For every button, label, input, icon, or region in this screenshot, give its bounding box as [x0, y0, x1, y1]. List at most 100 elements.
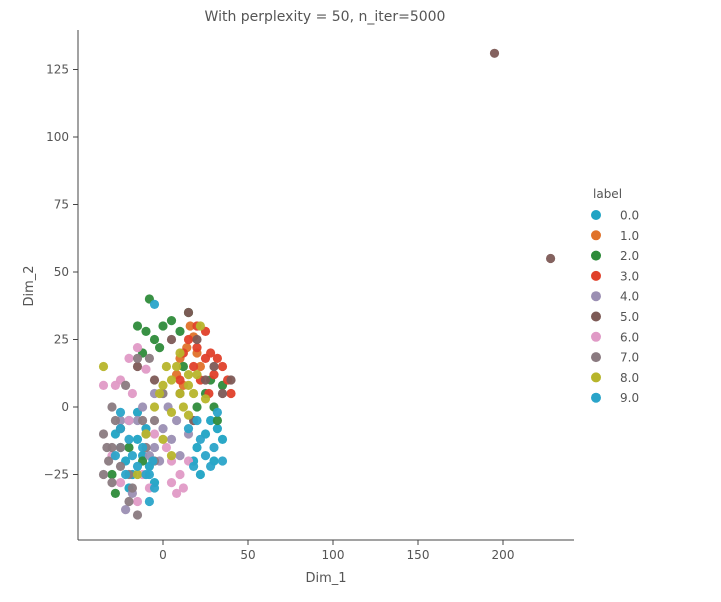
scatter-point-label-2-0: [178, 361, 188, 372]
y-tick-label: 75: [54, 198, 69, 212]
scatter-point-label-6-0: [149, 429, 160, 439]
scatter-point-label-9-0: [138, 442, 148, 453]
scatter-point-label-2-0: [141, 326, 151, 336]
x-tick-label: 50: [240, 548, 255, 562]
scatter-point-label-6-0: [175, 469, 185, 480]
legend-entry-label: 1.0: [620, 229, 639, 243]
scatter-point-label-2-0: [192, 402, 202, 412]
scatter-point-label-9-0: [148, 456, 158, 466]
scatter-point-label-7-0: [104, 456, 114, 466]
scatter-point-label-7-0: [115, 461, 126, 471]
scatter-point-label-9-0: [144, 496, 154, 507]
scatter-point-label-6-0: [166, 478, 177, 488]
scatter-point-label-7-0: [102, 442, 112, 453]
legend-marker: [591, 230, 601, 241]
legend-entry-label: 4.0: [620, 290, 639, 304]
legend-entry-label: 9.0: [620, 391, 639, 405]
scatter-point-label-0-0: [192, 442, 202, 453]
scatter-point-label-4-0: [175, 451, 185, 461]
scatter-point-label-6-0: [132, 496, 143, 507]
scatter-point-label-9-0: [195, 434, 205, 444]
scatter-point-label-0-0: [212, 424, 222, 434]
legend-marker: [591, 352, 601, 363]
scatter-point-label-3-0: [175, 375, 185, 385]
scatter-point-label-2-0: [110, 488, 120, 498]
scatter-point-label-0-0: [195, 469, 205, 480]
scatter-point-label-6-0: [161, 442, 171, 453]
scatter-point-label-7-0: [121, 380, 131, 390]
scatter-point-label-7-0: [144, 353, 154, 363]
scatter-point-label-8-0: [175, 348, 185, 358]
scatter-point-label-9-0: [149, 483, 160, 493]
legend-entry-label: 2.0: [620, 249, 639, 263]
scatter-point-label-9-0: [217, 456, 228, 466]
y-tick-label: −25: [44, 468, 69, 482]
scatter-point-label-9-0: [144, 469, 154, 480]
scatter-point-label-0-0: [206, 415, 216, 426]
scatter-point-label-6-0: [124, 353, 134, 363]
scatter-point-label-5-0: [226, 375, 236, 385]
scatter-point-label-3-0: [192, 343, 202, 353]
plot-axes: [77, 30, 574, 541]
chart-title: With perplexity = 50, n_iter=5000: [205, 9, 446, 25]
legend-marker: [591, 331, 601, 342]
legend-entry-label: 6.0: [620, 330, 639, 344]
scatter-point-label-0-0: [132, 434, 143, 444]
scatter-point-label-6-0: [115, 478, 126, 488]
scatter-point-label-1-0: [195, 361, 205, 372]
scatter-point-label-5-0: [149, 375, 160, 385]
scatter-point-label-7-0: [110, 415, 120, 426]
scatter-point-label-3-0: [209, 370, 219, 380]
scatter-point-label-1-0: [185, 321, 195, 331]
legend-entry-label: 8.0: [620, 371, 639, 385]
x-tick-label: 150: [407, 548, 430, 562]
scatter-point-label-6-0: [141, 364, 151, 374]
scatter-point-label-7-0: [124, 496, 134, 507]
scatter-point-label-9-0: [115, 424, 126, 434]
scatter-point-label-4-0: [138, 402, 148, 412]
scatter-point-label-3-0: [206, 348, 216, 358]
scatter-point-label-9-0: [192, 415, 202, 426]
scatter-point-label-2-0: [158, 321, 168, 331]
scatter-point-label-8-0: [155, 388, 165, 399]
legend-entry-label: 0.0: [620, 209, 639, 223]
scatter-point-label-4-0: [158, 424, 168, 434]
y-ticks: −25 0 25 50 75 100 125: [44, 63, 78, 482]
scatter-point-label-8-0: [158, 380, 168, 390]
legend-marker: [591, 210, 601, 220]
legend-entry-label: 5.0: [620, 310, 639, 324]
x-ticks: 0 50 100 150 200: [159, 540, 514, 562]
legend-marker: [591, 291, 601, 302]
scatter-point-label-6-0: [110, 380, 120, 390]
scatter-point-label-9-0: [206, 461, 216, 471]
y-tick-label: 50: [54, 265, 69, 279]
scatter-point-label-6-0: [178, 483, 188, 493]
scatter-point-label-8-0: [175, 388, 185, 399]
scatter-point-label-7-0: [115, 442, 126, 453]
scatter-point-label-8-0: [149, 402, 160, 412]
scatter-point-label-3-0: [189, 361, 199, 372]
scatter-point-label-8-0: [166, 451, 177, 461]
scatter-point-label-8-0: [166, 407, 177, 417]
scatter-point-label-2-0: [107, 469, 117, 480]
scatter-point-label-5-0: [183, 307, 194, 318]
scatter-point-label-5-0: [166, 334, 177, 345]
scatter-point-label-7-0: [107, 402, 117, 412]
scatter-point-label-6-0: [127, 388, 137, 399]
scatter-point-label-8-0: [183, 410, 194, 420]
scatter-point-label-9-0: [209, 442, 219, 453]
legend-marker: [591, 250, 601, 261]
x-tick-label: 0: [159, 548, 167, 562]
scatter-point-label-8-0: [141, 429, 151, 439]
legend: label 0.0 1.0 2.0 3.0 4.0 5.0 6.0 7.0 8.0 9.0: [591, 187, 639, 405]
x-tick-label: 100: [322, 548, 345, 562]
scatter-point-label-5-0: [132, 361, 143, 372]
scatter-point-label-2-0: [132, 321, 143, 331]
scatter-point-label-6-0: [98, 380, 109, 390]
y-tick-label: 25: [54, 333, 69, 347]
scatter-point-label-2-0: [149, 334, 160, 345]
legend-marker: [591, 270, 601, 281]
scatter-point-label-5-0: [217, 388, 228, 399]
scatter-point-label-5-0: [546, 253, 556, 264]
